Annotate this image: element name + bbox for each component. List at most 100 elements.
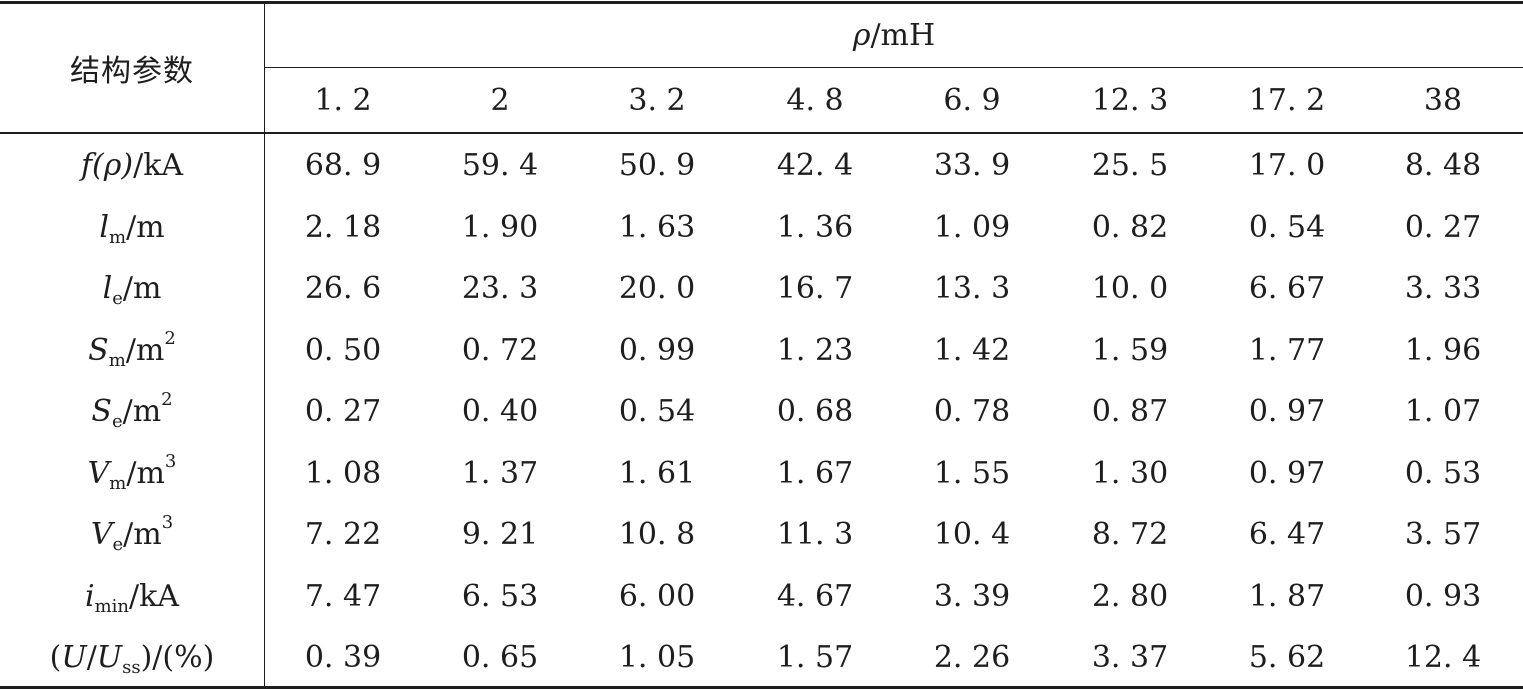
table-cell: 3. 39	[933, 578, 1011, 614]
table-cell: 1. 37	[461, 455, 539, 491]
label-symbol: l	[102, 270, 113, 306]
table-cell: 0. 97	[1248, 393, 1326, 429]
label-subscript: m	[108, 226, 127, 248]
label-superscript: 3	[164, 450, 177, 472]
label-argument: (ρ)	[92, 147, 134, 183]
label-unit: /m	[122, 270, 162, 306]
table-cell: 1. 08	[304, 455, 382, 491]
column-header: 4. 8	[786, 82, 844, 118]
table-cell: 1. 63	[618, 209, 696, 245]
table-cell: 0. 65	[461, 639, 539, 675]
table-cell: 23. 3	[461, 270, 539, 306]
table-cell: 1. 87	[1248, 578, 1326, 614]
table-cell: 0. 97	[1248, 455, 1326, 491]
table-cell: 9. 21	[461, 516, 539, 552]
header-rule	[0, 132, 1523, 134]
label-symbol: V	[87, 455, 110, 491]
table-cell: 6. 00	[618, 578, 696, 614]
table-cell: 1. 90	[461, 209, 539, 245]
table-cell: 1. 55	[933, 455, 1011, 491]
table-cell: 6. 67	[1248, 270, 1326, 306]
group-header-unit: /mH	[870, 17, 936, 53]
label-subscript: min	[94, 595, 130, 617]
table-cell: 1. 23	[776, 332, 854, 368]
label-unit: /m	[122, 393, 162, 429]
label-subscript: e	[112, 533, 124, 555]
column-header: 12. 3	[1091, 82, 1169, 118]
table-cell: 0. 39	[304, 639, 382, 675]
row-label: l m/m	[0, 197, 264, 257]
label-symbol: U	[61, 639, 87, 675]
table-cell: 1. 09	[933, 209, 1011, 245]
table-cell: 3. 37	[1091, 639, 1169, 675]
label-unit: /kA	[133, 147, 184, 183]
label-prefix: (	[49, 639, 62, 675]
table-cell: 0. 54	[618, 393, 696, 429]
table-cell: 13. 3	[933, 270, 1011, 306]
table-cell: 1. 77	[1248, 332, 1326, 368]
label-symbol: l	[99, 209, 109, 245]
column-header: 2	[490, 82, 510, 118]
table-cell: 0. 78	[933, 393, 1011, 429]
label-unit: /m	[123, 516, 162, 552]
table-cell: 42. 4	[776, 147, 854, 183]
table-cell: 1. 59	[1091, 332, 1169, 368]
group-header-symbol: ρ	[852, 17, 871, 53]
table-cell: 0. 40	[461, 393, 539, 429]
table-cell: 2. 26	[933, 639, 1011, 675]
label-symbol: f	[80, 147, 93, 183]
table-cell: 2. 80	[1091, 578, 1169, 614]
table-cell: 12. 4	[1404, 639, 1482, 675]
label-symbol: V	[90, 516, 113, 552]
table-cell: 0. 72	[461, 332, 539, 368]
table-cell: 11. 3	[776, 516, 854, 552]
row-label: i min/kA	[0, 566, 264, 626]
table-cell: 25. 5	[1091, 147, 1169, 183]
column-header: 17. 2	[1248, 82, 1326, 118]
table-cell: 4. 67	[776, 578, 854, 614]
table-row: f (ρ)/kA 68. 9 59. 4 50. 9 42. 4 33. 9 25. 5 17.…	[0, 135, 1523, 195]
table-cell: 0. 99	[618, 332, 696, 368]
table-cell: 59. 4	[461, 147, 539, 183]
row-label: f (ρ)/kA	[0, 135, 264, 195]
column-header: 6. 9	[943, 82, 1001, 118]
label-unit: /m	[126, 455, 165, 491]
table-cell: 0. 54	[1248, 209, 1326, 245]
table-cell: 8. 72	[1091, 516, 1169, 552]
label-subscript: m	[109, 472, 127, 494]
table-cell: 0. 50	[304, 332, 382, 368]
table-cell: 1. 05	[618, 639, 696, 675]
label-slash: /	[86, 639, 97, 675]
table-cell: 0. 82	[1091, 209, 1169, 245]
label-symbol: S	[91, 393, 112, 429]
label-subscript: e	[112, 287, 123, 309]
table-cell: 10. 8	[618, 516, 696, 552]
table-cell: 7. 22	[304, 516, 382, 552]
group-header-rule	[265, 67, 1523, 68]
top-rule	[0, 1, 1523, 4]
table-cell: 26. 6	[304, 270, 382, 306]
label-subscript: e	[111, 410, 123, 432]
table-cell: 1. 36	[776, 209, 854, 245]
table-cell: 7. 47	[304, 578, 382, 614]
label-symbol-2: U	[96, 639, 123, 675]
table-cell: 0. 27	[304, 393, 382, 429]
table-cell: 1. 30	[1091, 455, 1169, 491]
table-cell: 1. 57	[776, 639, 854, 675]
group-header: ρ/mH	[265, 3, 1523, 67]
label-superscript: 3	[161, 511, 174, 533]
table-cell: 1. 07	[1404, 393, 1482, 429]
table-cell: 0. 68	[776, 393, 854, 429]
table-cell: 50. 9	[618, 147, 696, 183]
label-subscript: ss	[122, 656, 141, 678]
label-suffix: )/(%)	[140, 639, 215, 675]
label-superscript: 2	[164, 327, 176, 349]
table-cell: 2. 18	[304, 209, 382, 245]
table-cell: 10. 0	[1091, 270, 1169, 306]
